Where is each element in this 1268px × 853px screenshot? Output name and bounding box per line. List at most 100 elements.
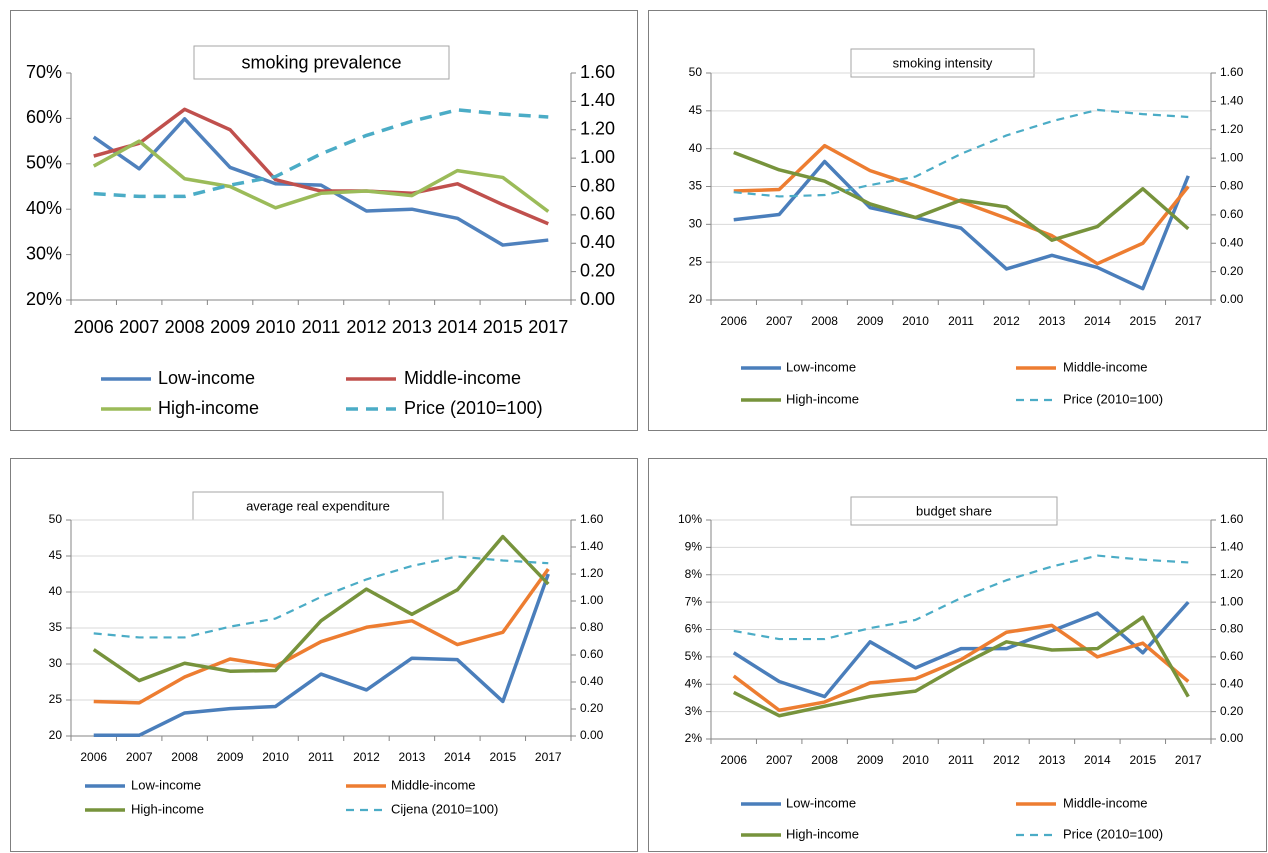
y-tick-label: 8% bbox=[685, 567, 703, 581]
y2-tick-label: 0.20 bbox=[1220, 264, 1244, 278]
x-tick-label: 2014 bbox=[444, 750, 471, 764]
y2-tick-label: 0.00 bbox=[1220, 292, 1244, 306]
chart: smoking intensity 20 25 30 35 40 45 50 0.00 0.20 0… bbox=[689, 48, 1244, 406]
y-tick-label: 70% bbox=[26, 62, 62, 82]
x-tick-label: 2009 bbox=[857, 753, 884, 767]
legend-label: Low-income bbox=[786, 795, 856, 810]
x-tick-label: 2012 bbox=[993, 753, 1020, 767]
y2-tick-label: 1.40 bbox=[1220, 94, 1244, 108]
x-tick-label: 2014 bbox=[437, 317, 477, 337]
y-tick-label: 35 bbox=[49, 620, 63, 634]
series-line bbox=[733, 143, 1190, 266]
chart-panel: average real expenditure 20 25 30 35 40 45 50 0.… bbox=[10, 458, 638, 852]
chart: average real expenditure 20 25 30 35 40 45 50 0.… bbox=[49, 491, 604, 816]
x-tick-label: 2007 bbox=[126, 750, 153, 764]
title-box bbox=[193, 45, 450, 80]
y2-tick-label: 0.60 bbox=[580, 204, 615, 224]
chart-panel: smoking prevalence 20% 30% 40% 50% 60% 70% 0.00… bbox=[10, 10, 638, 431]
chart-panel: smoking intensity 20 25 30 35 40 45 50 0.00 0.20 0… bbox=[648, 10, 1267, 431]
y-tick-label: 40% bbox=[26, 198, 62, 218]
x-tick-label: 2013 bbox=[392, 317, 432, 337]
series-line bbox=[92, 534, 550, 683]
x-tick-label: 2015 bbox=[1129, 753, 1156, 767]
x-tick-label: 2009 bbox=[857, 314, 884, 328]
chart-panel: budget share 2% 3% 4% 5% 6% 7% 8% 9% 10% 0.00 0.20 0… bbox=[648, 458, 1267, 852]
y-tick-label: 25 bbox=[689, 254, 703, 268]
x-tick-label: 2011 bbox=[948, 314, 974, 328]
legend-label: Middle-income bbox=[1063, 795, 1148, 810]
x-tick-label: 2008 bbox=[171, 750, 198, 764]
series-line bbox=[93, 555, 549, 639]
y-tick-label: 40 bbox=[49, 584, 63, 598]
y2-tick-label: 1.60 bbox=[1220, 512, 1244, 526]
x-tick-label: 2006 bbox=[720, 314, 747, 328]
x-tick-label: 2011 bbox=[302, 317, 341, 337]
x-tick-label: 2007 bbox=[766, 753, 793, 767]
y-tick-label: 20 bbox=[49, 728, 63, 742]
x-tick-label: 2011 bbox=[308, 750, 334, 764]
x-tick-label: 2015 bbox=[489, 750, 516, 764]
y-tick-label: 40 bbox=[689, 141, 703, 155]
y2-tick-label: 0.00 bbox=[1220, 731, 1244, 745]
y-tick-label: 60% bbox=[26, 107, 62, 127]
y2-tick-label: 1.20 bbox=[580, 566, 604, 580]
series-line bbox=[733, 150, 1190, 242]
x-tick-label: 2009 bbox=[210, 317, 250, 337]
y-tick-label: 4% bbox=[685, 676, 703, 690]
title-box bbox=[192, 491, 444, 521]
y2-tick-label: 0.40 bbox=[1220, 235, 1244, 249]
chart-title: average real expenditure bbox=[246, 498, 390, 513]
y-tick-label: 6% bbox=[685, 622, 703, 636]
y2-tick-label: 0.80 bbox=[1220, 179, 1244, 193]
series-line bbox=[732, 600, 1190, 699]
chart-title: smoking prevalence bbox=[241, 52, 401, 72]
y-tick-label: 50 bbox=[49, 512, 63, 526]
legend-label: Price (2010=100) bbox=[404, 398, 543, 418]
x-tick-label: 2007 bbox=[119, 317, 159, 337]
legend-label: Low-income bbox=[786, 359, 856, 374]
legend-label: Price (2010=100) bbox=[1063, 391, 1163, 406]
x-tick-label: 2013 bbox=[1039, 753, 1066, 767]
chart: budget share 2% 3% 4% 5% 6% 7% 8% 9% 10% 0.00 0.20 0… bbox=[678, 496, 1244, 841]
x-tick-label: 2006 bbox=[74, 317, 114, 337]
x-tick-label: 2010 bbox=[902, 314, 929, 328]
y2-tick-label: 1.40 bbox=[1220, 540, 1244, 554]
x-tick-label: 2012 bbox=[346, 317, 386, 337]
y-tick-label: 25 bbox=[49, 692, 63, 706]
y2-tick-label: 1.60 bbox=[580, 62, 615, 82]
y-tick-label: 35 bbox=[689, 179, 703, 193]
x-tick-label: 2010 bbox=[902, 753, 929, 767]
x-tick-label: 2015 bbox=[1129, 314, 1156, 328]
y2-tick-label: 1.20 bbox=[1220, 567, 1244, 581]
x-tick-label: 2006 bbox=[80, 750, 107, 764]
y2-tick-label: 0.60 bbox=[1220, 649, 1244, 663]
y-tick-label: 45 bbox=[49, 548, 63, 562]
y2-tick-label: 0.60 bbox=[580, 647, 604, 661]
x-tick-label: 2008 bbox=[811, 314, 838, 328]
x-tick-label: 2007 bbox=[766, 314, 793, 328]
series-line bbox=[733, 108, 1189, 198]
x-tick-label: 2013 bbox=[399, 750, 426, 764]
x-tick-label: 2015 bbox=[483, 317, 523, 337]
x-tick-label: 2012 bbox=[993, 314, 1020, 328]
x-tick-label: 2017 bbox=[1175, 753, 1202, 767]
y2-tick-label: 1.00 bbox=[580, 593, 604, 607]
y2-tick-label: 1.20 bbox=[1220, 122, 1244, 136]
y-tick-label: 5% bbox=[685, 649, 703, 663]
y-tick-label: 7% bbox=[685, 594, 703, 608]
y2-tick-label: 0.80 bbox=[580, 175, 615, 195]
y-tick-label: 30 bbox=[49, 656, 63, 670]
x-tick-label: 2017 bbox=[535, 750, 562, 764]
series-line bbox=[93, 107, 549, 226]
y2-tick-label: 1.00 bbox=[1220, 594, 1244, 608]
legend-label: High-income bbox=[786, 826, 859, 841]
chart: smoking prevalence 20% 30% 40% 50% 60% 70% 0.00… bbox=[26, 45, 615, 418]
x-tick-label: 2008 bbox=[811, 753, 838, 767]
x-tick-label: 2017 bbox=[1175, 314, 1202, 328]
x-tick-label: 2013 bbox=[1039, 314, 1066, 328]
series-line bbox=[93, 567, 550, 705]
series-line bbox=[733, 554, 1189, 641]
y2-tick-label: 1.60 bbox=[580, 512, 604, 526]
x-tick-label: 2008 bbox=[165, 317, 205, 337]
